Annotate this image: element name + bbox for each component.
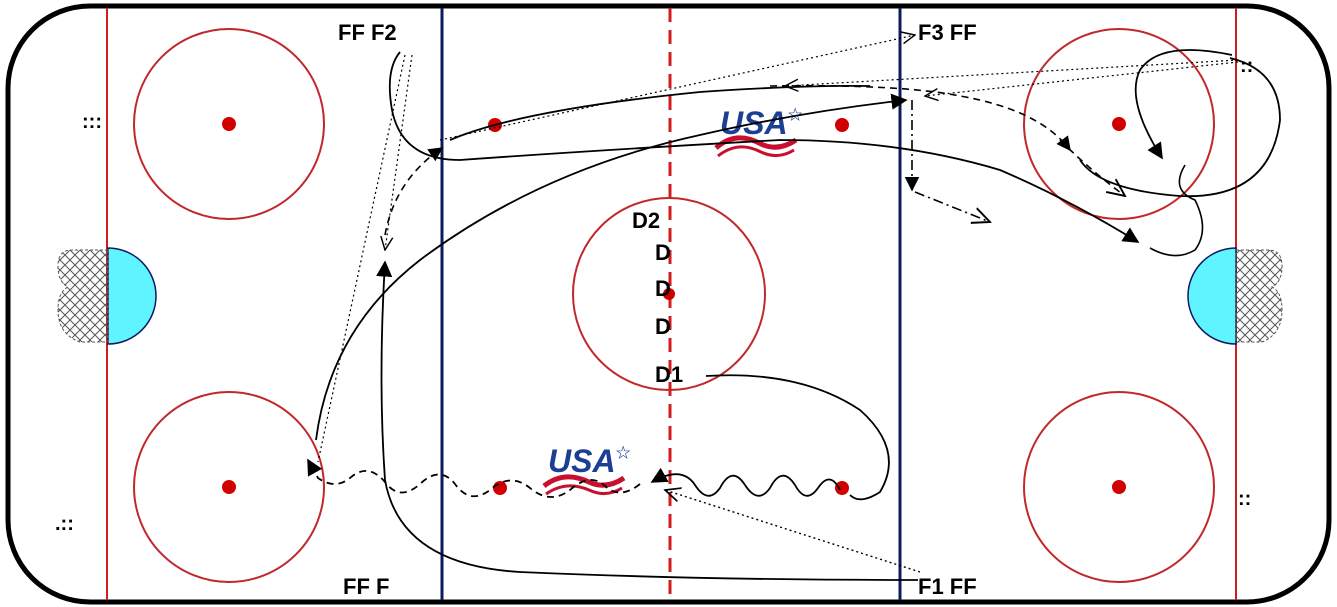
label-f3-ff: F3 FF xyxy=(918,20,977,45)
faceoff-circle-top-right xyxy=(1023,28,1215,220)
svg-text:★: ★ xyxy=(788,105,802,124)
label-d2: D2 xyxy=(632,208,660,233)
skate-path-f1 xyxy=(376,260,919,581)
goal-crease-right xyxy=(1187,247,1237,345)
svg-text:★: ★ xyxy=(616,443,630,462)
skate-loop-right-a xyxy=(1079,57,1281,198)
label-d: D xyxy=(655,276,671,301)
dash-dot-path-right-b xyxy=(914,191,990,222)
marker-top-left: ::: xyxy=(82,111,102,133)
skate-path-top xyxy=(449,84,871,141)
faceoff-circle-top-left xyxy=(133,28,325,220)
marker-bottom-left: .:: xyxy=(55,513,74,535)
faceoff-dot xyxy=(1112,117,1126,131)
label-d1: D1 xyxy=(655,362,683,387)
pass-path-f2-c xyxy=(439,35,915,141)
goal-crease-left xyxy=(107,247,157,345)
faceoff-dot xyxy=(1112,480,1126,494)
pass-path-top-right xyxy=(785,59,1239,86)
label-d: D xyxy=(655,314,671,339)
label-ff-f: FF F xyxy=(343,574,389,599)
faceoff-dot xyxy=(222,117,236,131)
faceoff-circle-bottom-left xyxy=(133,391,325,583)
skate-path-long-curve xyxy=(315,93,908,441)
faceoff-dot xyxy=(222,480,236,494)
usa-logo-bottom: USA ★ xyxy=(542,443,631,496)
skate-path-f2 xyxy=(388,51,1140,243)
dash-path-right-circle xyxy=(1059,139,1125,196)
dash-path-left xyxy=(384,147,444,236)
label-f1-ff: F1 FF xyxy=(918,574,977,599)
center-circle xyxy=(572,197,766,391)
faceoff-dot xyxy=(663,288,675,300)
faceoff-circle-bottom-right xyxy=(1023,391,1215,583)
skate-loop-right-b xyxy=(1134,49,1233,160)
pass-path-f2-a xyxy=(317,54,406,463)
neutral-zone-dot xyxy=(493,481,507,495)
neutral-zone-dot xyxy=(835,118,849,132)
skate-loop-right-c xyxy=(1149,164,1204,257)
stickhandle-path-d1 xyxy=(650,467,841,497)
marker-top-right: :: xyxy=(1240,55,1253,77)
goal-net-right xyxy=(1235,249,1283,343)
skate-path-d1 xyxy=(705,374,890,501)
puck-path-bottom xyxy=(307,458,641,498)
marker-bottom-right: :: xyxy=(1238,488,1251,510)
neutral-zone-dot xyxy=(835,481,849,495)
goal-net-left xyxy=(57,249,109,343)
label-ff-f2: FF F2 xyxy=(338,20,397,45)
usa-logo-text: USA xyxy=(548,443,616,479)
label-d: D xyxy=(655,240,671,265)
dash-path-top-right xyxy=(769,84,1071,152)
